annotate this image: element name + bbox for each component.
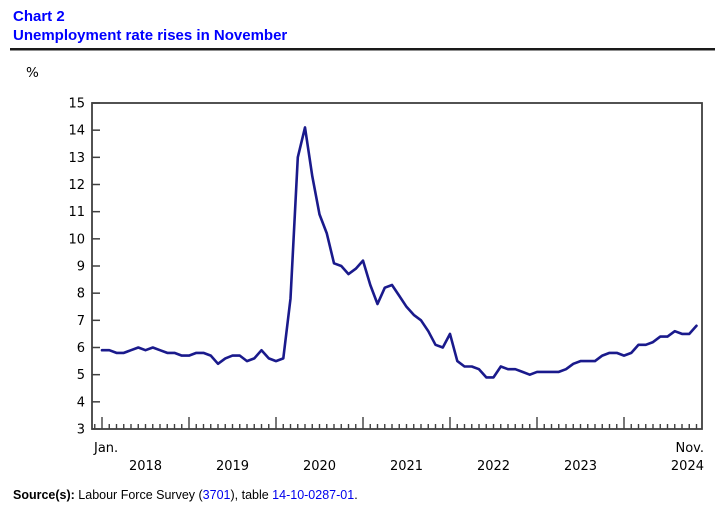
chart-title: Unemployment rate rises in November bbox=[13, 27, 288, 44]
plot-frame bbox=[91, 102, 703, 430]
y-axis-tick-label: 3 bbox=[77, 423, 85, 438]
y-axis-tick-label: 9 bbox=[77, 260, 85, 275]
y-axis-tick-label: 13 bbox=[68, 151, 85, 166]
axis-unit-label: % bbox=[26, 65, 39, 81]
year-label: 2022 bbox=[477, 459, 510, 474]
table-number-link[interactable]: 14-10-0287-01 bbox=[272, 488, 355, 502]
year-label: 2023 bbox=[564, 459, 597, 474]
x-axis-end-label: Nov. bbox=[676, 441, 705, 456]
y-axis-tick-label: 10 bbox=[68, 232, 85, 247]
unemployment-rate-series-line bbox=[100, 126, 698, 379]
year-label: 2021 bbox=[390, 459, 423, 474]
y-axis-tick-label: 8 bbox=[77, 287, 85, 302]
y-axis-tick-label: 11 bbox=[68, 205, 85, 220]
y-axis-tick-label: 14 bbox=[68, 124, 85, 139]
y-axis-tick-label: 4 bbox=[77, 395, 85, 410]
source-label: Source(s): bbox=[13, 488, 75, 502]
year-label: 2024 bbox=[671, 459, 704, 474]
chart-number-label: Chart 2 bbox=[13, 8, 65, 25]
x-axis-start-label: Jan. bbox=[93, 441, 118, 456]
source-note: Source(s): Labour Force Survey (3701), t… bbox=[13, 488, 358, 502]
year-label: 2019 bbox=[216, 459, 249, 474]
year-label: 2020 bbox=[303, 459, 336, 474]
y-axis-tick-label: 15 bbox=[68, 97, 85, 112]
year-label: 2018 bbox=[129, 459, 162, 474]
source-text-suffix: . bbox=[354, 488, 358, 502]
chart-header: Chart 2 Unemployment rate rises in Novem… bbox=[13, 7, 287, 45]
title-divider-rule bbox=[10, 48, 715, 51]
survey-number-link[interactable]: 3701 bbox=[202, 488, 231, 502]
source-text-prefix: Labour Force Survey ( bbox=[74, 488, 203, 502]
y-axis-tick-label: 7 bbox=[77, 314, 85, 329]
y-axis-tick-label: 5 bbox=[77, 368, 85, 383]
y-axis-tick-label: 6 bbox=[77, 341, 85, 356]
y-axis-tick-label: 12 bbox=[68, 178, 85, 193]
source-text-middle: ), table bbox=[230, 488, 273, 502]
